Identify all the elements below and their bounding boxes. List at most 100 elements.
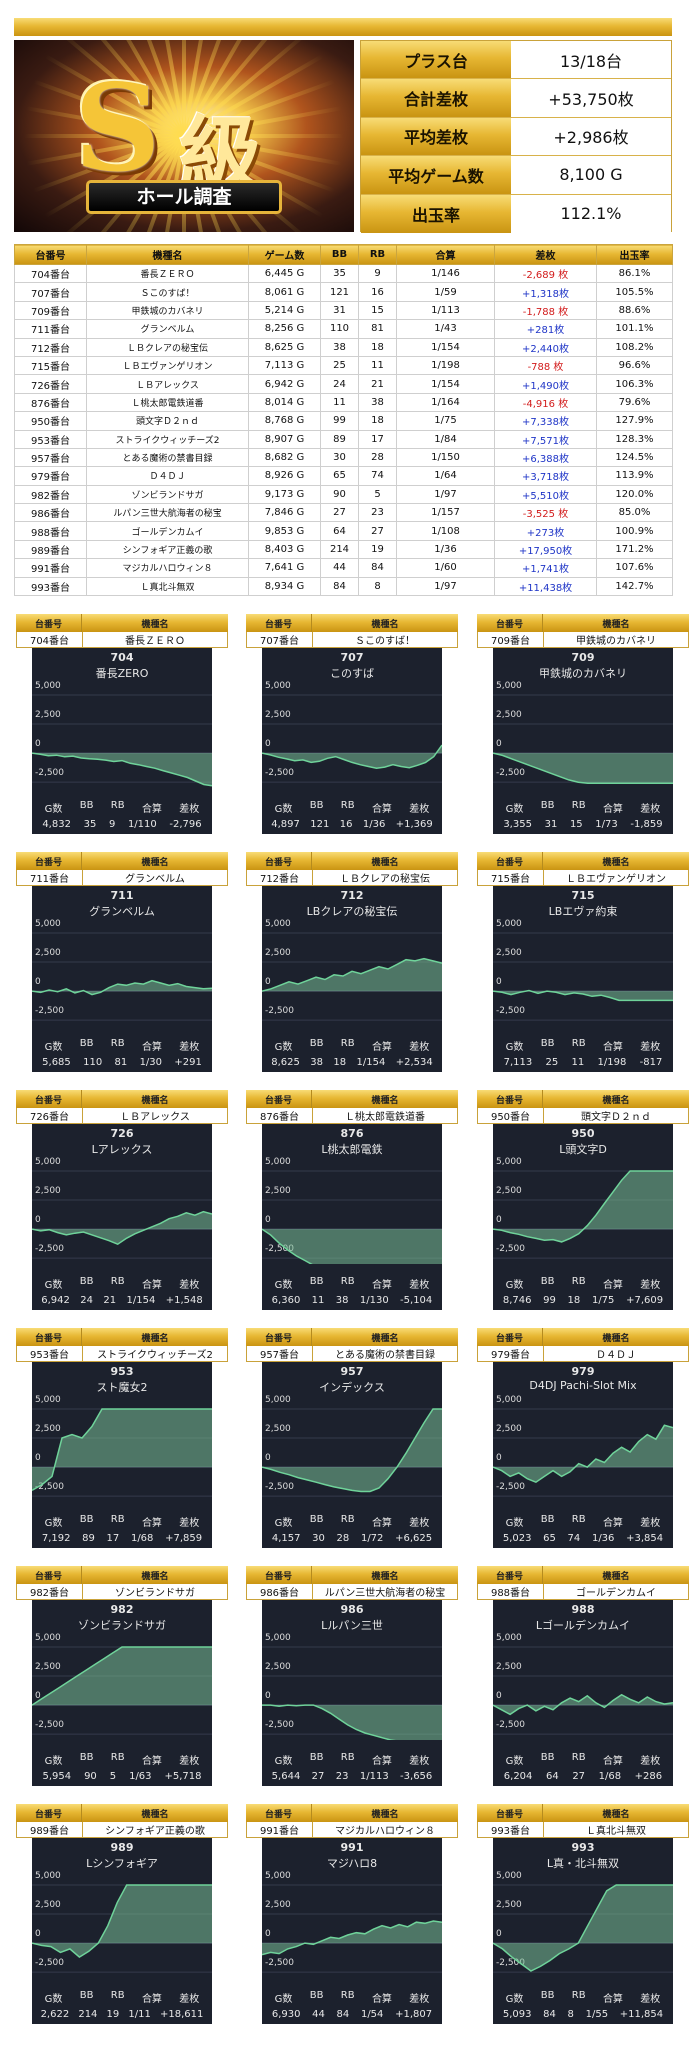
stats-value: 17 [106,1533,120,1544]
card-chart: 953 スト魔女2 G数 BB RB 合算 差枚 7,192 89 17 1/68 +7,859 5,0… [32,1362,212,1548]
table-cell: 105.5% [596,282,673,302]
chart-machine-label: ゾンビランドサガ [78,1619,166,1632]
chart-tick-label: 2,500 [265,1900,291,1911]
slump-graph [32,1408,212,1497]
chart-tick-label: 5,000 [265,680,291,691]
chart-tick-label: -2,500 [35,768,65,779]
stats-value: 5,644 [271,1771,301,1782]
table-cell: Ｓこのすば！ [86,282,249,302]
summary-row: 合計差枚 +53,750枚 [361,79,671,118]
table-cell: 8,768 G [248,411,321,431]
stats-header: 差枚 [409,1756,430,1767]
table-cell: 84 [320,576,359,597]
card-chart: 715 LBエヴァ約束 G数 BB RB 合算 差枚 7,113 25 11 1/198 -817 5,… [493,886,673,1072]
chart-machine-number: 993 [571,1841,595,1854]
stats-value: 6,360 [271,1295,301,1306]
table-header-cell: 機種名 [86,244,249,265]
stats-value: 18 [333,1057,347,1068]
table-cell: 38 [320,337,359,357]
card-stats: G数 BB RB 合算 差枚 4,157 30 28 1/72 +6,625 [262,1514,442,1544]
table-cell: 953番台 [14,429,87,449]
card-model-name: とある魔術の禁書目録 [335,1350,435,1361]
chart-tick-label: 2,500 [35,1186,61,1197]
table-cell: 番長ＺＥＲＯ [86,263,249,284]
chart-machine-label: マジハロ8 [326,1857,378,1870]
card-stats: G数 BB RB 合算 差枚 4,832 35 9 1/110 -2,796 [32,800,212,830]
stats-header-row: G数 BB RB 合算 差枚 [32,1990,212,2005]
stats-header: RB [340,1276,355,1287]
card-stats: G数 BB RB 合算 差枚 4,897 121 16 1/36 +1,369 [262,800,442,830]
stats-value: 7,192 [41,1533,71,1544]
card-title-row: 712番台 ＬＢクレアの秘宝伝 [246,870,458,886]
chart-tick-label: 0 [35,977,41,988]
card-seat-number: 711番台 [17,870,83,885]
card-title-row: 986番台 ルパン三世大航海者の秘宝 [246,1584,458,1600]
chart-tick-label: 0 [496,977,502,988]
stats-header: G数 [44,1994,63,2005]
chart-tick-label: 2,500 [265,948,291,959]
diff-cell: +281枚 [494,319,597,339]
stats-value: 3,355 [503,819,532,830]
table-cell: グランベルム [86,319,249,339]
slump-graph [493,932,673,1021]
chart-tick-label: 2,500 [496,1662,522,1673]
slump-line [32,1408,212,1492]
card-seat-heading: 台番号 [477,852,543,870]
stats-header: 差枚 [179,1042,200,1053]
table-cell: Ｌ桃太郎電鉄道番 [86,392,249,413]
chart-tick-label: 2,500 [35,1662,61,1673]
slump-area [493,1425,673,1483]
stats-header: BB [79,1038,94,1049]
table-cell: 107.6% [596,558,673,578]
slump-area [32,1409,212,1491]
table-cell: 876番台 [14,392,87,413]
card-model-heading: 機種名 [602,1095,630,1106]
table-cell: 1/154 [396,374,495,394]
card-model-name: ストライクウィッチーズ2 [97,1350,213,1361]
stats-header: 差枚 [179,1518,200,1529]
stats-header: 差枚 [409,1042,430,1053]
chart-machine-label: Lシンフォギア [86,1857,158,1870]
slump-graph [493,1646,673,1735]
card-model-name: Ｄ４ＤＪ [596,1350,636,1361]
table-cell: 214 [320,539,359,560]
stats-value: 90 [84,1771,97,1782]
stats-header-row: G数 BB RB 合算 差枚 [262,1038,442,1053]
card-stats: G数 BB RB 合算 差枚 6,360 11 38 1/130 -5,104 [262,1276,442,1306]
diff-cell: +6,388枚 [494,447,597,468]
card-header: 台番号 機種名 [477,1804,689,1822]
stats-value: 64 [546,1771,559,1782]
stats-header-row: G数 BB RB 合算 差枚 [493,1990,673,2005]
slump-line [262,957,442,992]
stats-header: 合算 [602,1518,623,1529]
stats-header: G数 [505,1042,524,1053]
card-header: 台番号 機種名 [477,614,689,632]
chart-tick-label: -2,500 [265,1958,295,1969]
machine-card: 台番号 機種名 704番台 番長ＺＥＲＯ 704 番長ZERO G数 BB RB 合算 差枚 4,83… [16,614,228,836]
summary-value: +53,750枚 [511,79,671,117]
card-seat-number: 950番台 [478,1108,544,1123]
chart-machine-number: 979 [571,1365,595,1378]
table-cell: 18 [358,337,397,357]
table-cell: 108.2% [596,337,673,357]
stats-header: BB [79,1752,94,1763]
chart-tick-label: 0 [35,1215,41,1226]
table-cell: 986番台 [14,503,87,523]
stats-header: BB [309,1276,324,1287]
chart-machine-number: 989 [110,1841,134,1854]
stats-value-row: 2,622 214 19 1/11 +18,611 [32,2009,212,2020]
chart-tick-label: 5,000 [496,680,522,691]
slump-line [493,989,673,1002]
table-cell: 9,853 G [248,521,321,541]
stats-header: BB [309,1514,324,1525]
table-cell: 84 [358,558,397,578]
stats-header: G数 [44,1042,63,1053]
table-row: 715番台 ＬＢエヴァンゲリオン 7,113 G 25 11 1/198 -788 枚 96.… [14,355,673,376]
slump-line [262,1704,396,1740]
chart-tick-label: -2,500 [35,1006,65,1017]
stats-value-row: 7,192 89 17 1/68 +7,859 [32,1533,212,1544]
stats-header: BB [309,1038,324,1049]
card-title-row: 988番台 ゴールデンカムイ [477,1584,689,1600]
table-row: 957番台 とある魔術の禁書目録 8,682 G 30 28 1/150 +6,388枚 12… [14,447,673,468]
card-seat-heading: 台番号 [16,614,82,632]
